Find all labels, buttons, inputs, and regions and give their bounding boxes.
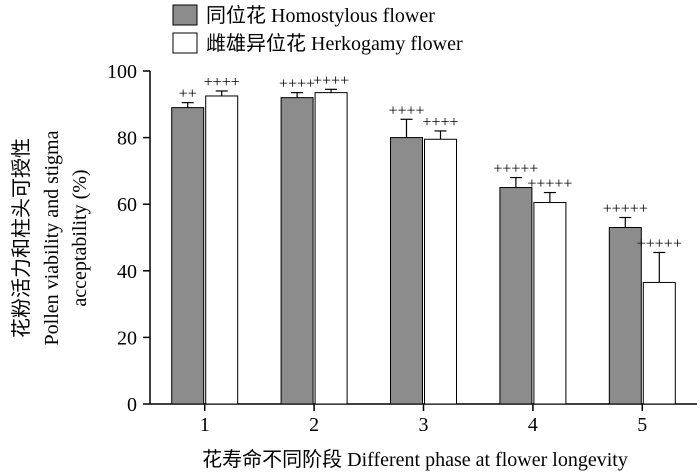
y-tick-label: 60: [117, 194, 137, 216]
bar-herkogamy: [314, 92, 348, 405]
y-tick-label: 80: [117, 128, 137, 150]
significance-mark-homostylous: +++++: [603, 201, 648, 218]
x-tick-label: 4: [528, 414, 538, 436]
x-axis-title: 花寿命不同阶段 Different phase at flower longev…: [202, 448, 628, 471]
x-tick-label: 2: [309, 414, 319, 436]
legend-label-herkogamy: 雌雄异位花 Herkogamy flower: [206, 32, 463, 55]
y-tick-label: 0: [127, 394, 137, 416]
bar-homostylous: [390, 137, 423, 405]
bar-herkogamy: [642, 281, 676, 405]
y-tick-label: 20: [117, 327, 137, 349]
bar-homostylous: [499, 187, 533, 405]
bar-herkogamy: [424, 138, 457, 405]
y-axis-title-line-2: Pollen viability and stigma: [41, 130, 63, 345]
significance-mark-homostylous: ++++: [388, 102, 424, 119]
significance-mark-herkogamy: +++++: [637, 235, 682, 252]
legend: 同位花 Homostylous flower 雌雄异位花 Herkogamy f…: [172, 4, 463, 55]
x-tick-label: 5: [637, 414, 647, 436]
bar-homostylous: [608, 227, 642, 405]
significance-mark-herkogamy: ++++: [204, 74, 240, 91]
x-tick-label: 1: [200, 414, 210, 436]
legend-swatch-herkogamy: [172, 32, 198, 54]
legend-label-homostylous: 同位花 Homostylous flower: [206, 4, 435, 27]
bar-herkogamy: [205, 95, 239, 405]
y-axis-title: 花粉活力和柱头可授性 Pollen viability and stigma a…: [10, 130, 91, 345]
significance-mark-herkogamy: +++++: [527, 176, 572, 193]
significance-mark-homostylous: +++++: [493, 161, 538, 178]
bar-homostylous: [171, 107, 205, 405]
y-tick-label: 100: [107, 61, 137, 83]
y-axis-title-line-3: acceptability (%): [69, 169, 91, 306]
significance-mark-herkogamy: ++++: [313, 72, 349, 89]
bar-homostylous: [280, 97, 314, 405]
x-tick-label: 3: [419, 414, 429, 436]
legend-swatch-homostylous: [172, 4, 198, 26]
significance-mark-homostylous: ++: [179, 86, 197, 103]
significance-mark-homostylous: ++++: [279, 76, 315, 93]
y-axis-title-line-1: 花粉活力和柱头可授性: [10, 138, 33, 338]
significance-mark-herkogamy: ++++: [422, 114, 458, 131]
bar-herkogamy: [533, 202, 567, 405]
y-tick-label: 40: [117, 261, 137, 283]
